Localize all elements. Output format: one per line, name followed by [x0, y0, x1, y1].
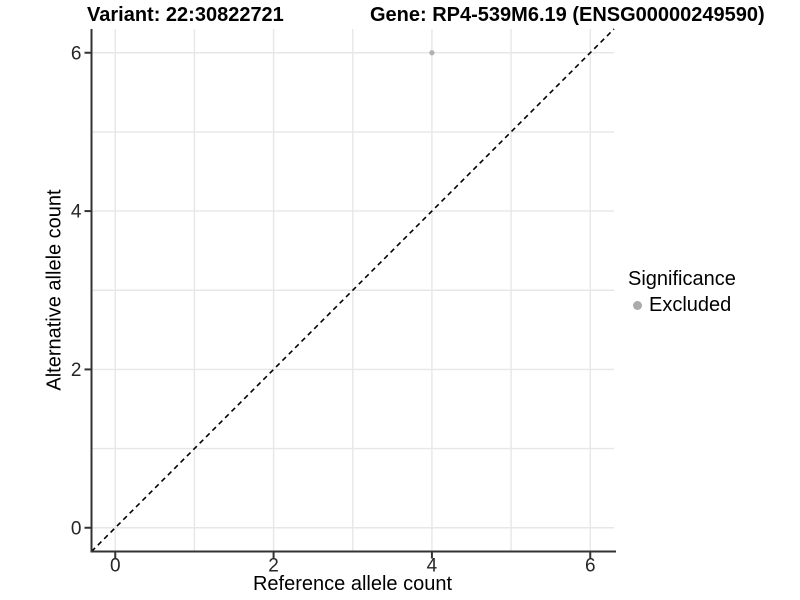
gene-title: Gene: RP4-539M6.19 (ENSG00000249590) — [370, 4, 765, 26]
y-axis-title: Alternative allele count — [43, 189, 66, 391]
identity-line — [90, 28, 615, 553]
y-tick-label: 4 — [71, 202, 82, 223]
legend-point-icon — [633, 300, 642, 310]
legend: Significance Excluded — [627, 266, 736, 317]
legend-item: Excluded — [627, 293, 736, 317]
x-tick-label: 2 — [268, 555, 279, 576]
legend-title: Significance — [628, 268, 736, 290]
variant-title: Variant: 22:30822721 — [87, 4, 284, 26]
x-tick-label: 0 — [110, 555, 121, 576]
y-tick-label: 2 — [71, 360, 82, 381]
x-tick-label: 6 — [585, 555, 596, 576]
x-tick-label: 4 — [427, 555, 438, 576]
legend-item-label: Excluded — [649, 294, 732, 316]
data-point — [429, 50, 435, 56]
x-axis-title: Reference allele count — [252, 573, 452, 595]
y-tick-label: 6 — [71, 43, 82, 64]
y-tick-label: 0 — [71, 518, 82, 539]
